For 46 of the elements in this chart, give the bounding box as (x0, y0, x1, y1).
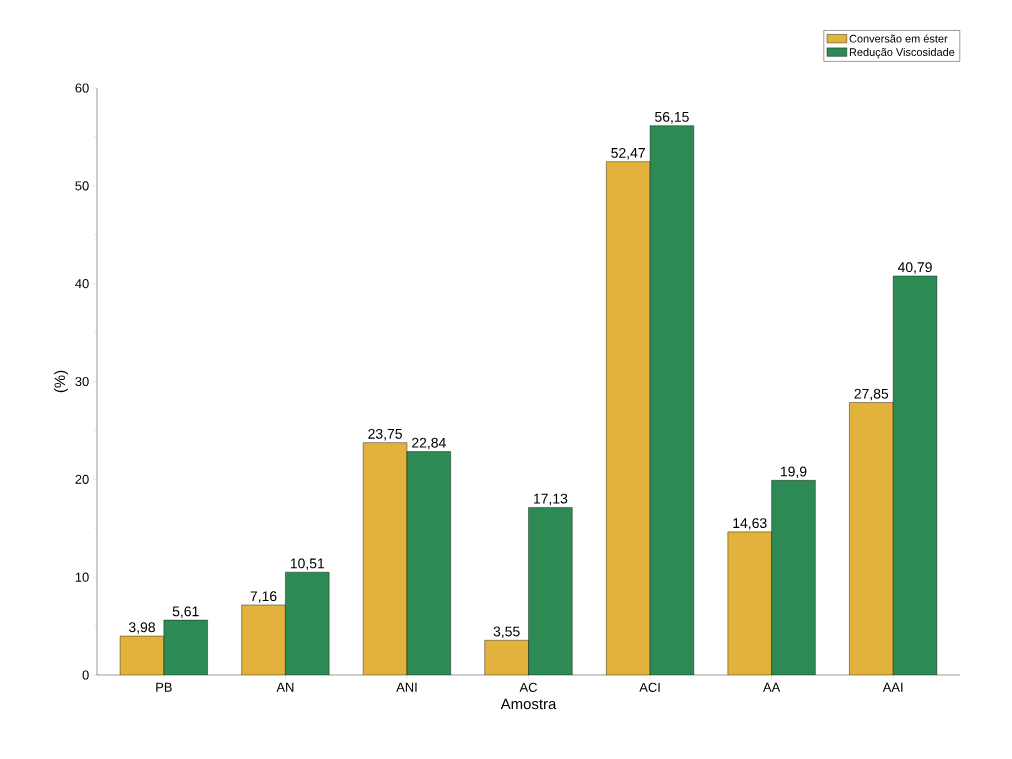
x-tick-label: AAI (882, 682, 903, 692)
bar (120, 636, 164, 675)
x-tick-label: AN (276, 682, 294, 692)
bar (406, 451, 451, 675)
bar (849, 402, 894, 675)
x-tick-label: AC (519, 682, 538, 692)
bar (771, 480, 816, 675)
data-label: 27,85 (854, 388, 889, 401)
data-label: 17,13 (533, 493, 568, 506)
x-axis-title: Amostra (500, 698, 557, 710)
y-axis-title: (%) (54, 370, 68, 393)
y-tick-label: 30 (75, 376, 89, 387)
bar (650, 125, 694, 675)
legend-label: Conversão em éster (849, 34, 948, 43)
data-label: 7,16 (250, 591, 277, 603)
data-label: 19,9 (780, 466, 807, 479)
bar (163, 620, 208, 675)
y-tick-label: 50 (75, 181, 89, 191)
bar (892, 275, 938, 675)
bar (606, 161, 651, 675)
bar (484, 640, 529, 675)
bar (363, 442, 407, 675)
y-tick-label: 10 (75, 572, 89, 582)
data-label: 3,55 (493, 626, 520, 639)
data-label: 22,84 (412, 437, 446, 450)
data-label: 56,15 (655, 111, 689, 124)
y-tick-label: 60 (75, 83, 89, 93)
data-label: 52,47 (611, 147, 645, 160)
legend-label: Redução Viscosidade (849, 47, 955, 59)
bar (241, 604, 286, 675)
data-label: 23,75 (368, 428, 402, 441)
x-tick-label: ACI (639, 682, 660, 692)
bar (727, 531, 772, 675)
data-label: 5,61 (172, 606, 199, 618)
data-label: 3,98 (128, 622, 155, 634)
x-tick-label: PB (156, 682, 172, 692)
y-tick-label: 20 (75, 474, 89, 484)
x-tick-label: AA (763, 682, 781, 692)
bar (528, 507, 573, 675)
y-tick-label: 0 (82, 670, 89, 680)
y-tick-label: 40 (75, 279, 89, 289)
data-label: 14,63 (733, 518, 767, 530)
data-label: 40,79 (897, 262, 932, 274)
x-tick-label: ANI (396, 682, 417, 692)
bar (285, 572, 330, 675)
data-label: 10,51 (290, 558, 325, 570)
